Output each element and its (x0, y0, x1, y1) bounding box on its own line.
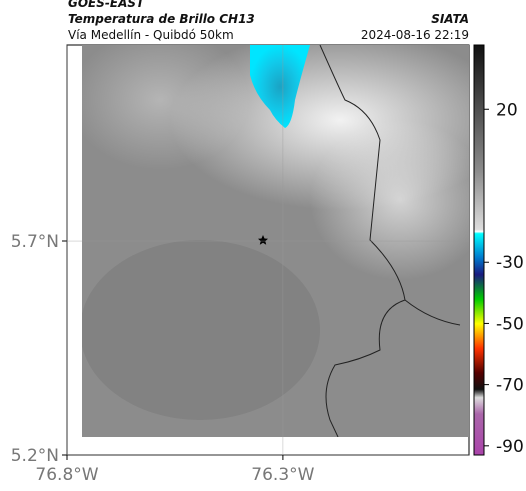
colorbar-label: -90 (496, 437, 524, 457)
colorbar-label: -30 (496, 253, 524, 273)
lon-label: 76.3°W (251, 465, 314, 485)
source: GOES-EAST (68, 0, 145, 10)
lon-label: 76.8°W (35, 465, 98, 485)
colorbar (473, 44, 485, 456)
colorbar-label: -50 (496, 314, 524, 334)
brand: SIATA (431, 12, 469, 26)
title: Temperatura de Brillo CH13 (68, 12, 255, 26)
lat-label: 5.2°N (11, 446, 59, 466)
region: Vía Medellín - Quibdó 50km (68, 28, 234, 42)
colorbar-label: -70 (496, 376, 524, 396)
colorbar-label: 20 (496, 100, 518, 120)
satellite-image (82, 45, 469, 437)
location-marker (257, 235, 268, 245)
timestamp: 2024-08-16 22:19 (361, 28, 469, 42)
lat-label: 5.7°N (11, 232, 59, 252)
